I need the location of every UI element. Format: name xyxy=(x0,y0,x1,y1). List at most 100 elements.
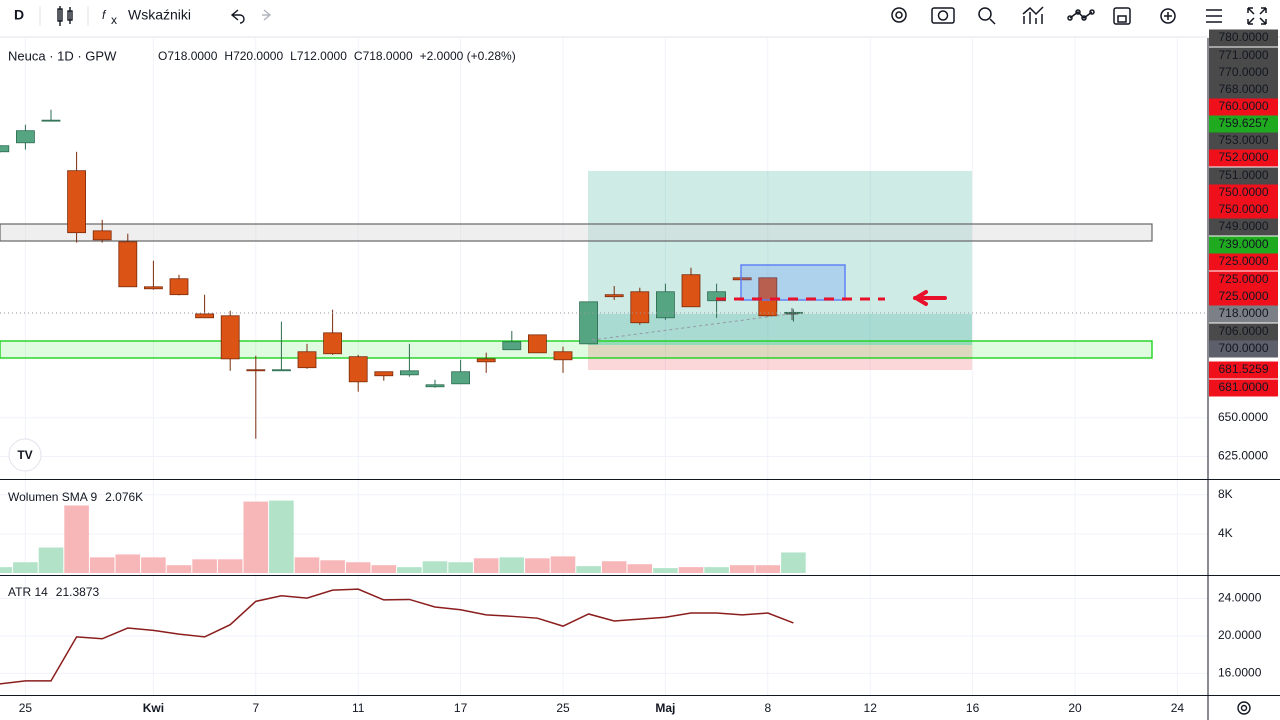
candle-body xyxy=(451,371,471,385)
price-badge-label: 768.0000 xyxy=(1218,82,1268,96)
tv-logo: TV xyxy=(8,438,42,472)
y-tick-label: 20.0000 xyxy=(1218,628,1262,642)
save-button[interactable] xyxy=(1113,7,1131,25)
candle-body xyxy=(528,334,547,354)
long-position-profit xyxy=(588,314,972,345)
volume-bar xyxy=(243,501,269,573)
redo-button[interactable] xyxy=(262,9,272,21)
pane-title: ATR 14 xyxy=(8,585,48,599)
price-badge-label: 752.0000 xyxy=(1218,150,1268,164)
ohlc-key: H xyxy=(224,49,233,63)
price-badge-label: 749.0000 xyxy=(1218,219,1268,233)
drawings xyxy=(0,171,1153,370)
ohlc-value: 712.0000 xyxy=(297,49,347,63)
candle-body xyxy=(246,369,266,372)
crosshair xyxy=(786,308,798,320)
candle-body xyxy=(630,291,650,324)
x-tick-label: Kwi xyxy=(143,701,164,715)
undo-button[interactable] xyxy=(230,9,245,24)
long-position-target[interactable] xyxy=(588,171,972,314)
price-badge xyxy=(1209,132,1278,150)
volume-bar xyxy=(550,556,576,573)
fullscreen-button[interactable] xyxy=(1247,7,1267,25)
candle-body xyxy=(399,370,419,376)
price-badge-label: 750.0000 xyxy=(1218,185,1268,199)
price-badge xyxy=(1209,47,1278,65)
candle-body xyxy=(553,351,573,361)
alerts-chart-button[interactable] xyxy=(1069,11,1093,19)
y-tick-label: 16.0000 xyxy=(1218,666,1262,680)
x-tick-label: 17 xyxy=(454,701,468,715)
candle-body xyxy=(271,369,291,372)
price-badge-label: 759.6257 xyxy=(1218,116,1268,130)
volume-bar xyxy=(89,557,115,573)
series xyxy=(0,109,806,685)
candle-body xyxy=(195,313,215,319)
symbol-title[interactable]: Neuca · 1D · GPW xyxy=(8,48,117,63)
volume-bar xyxy=(448,562,473,573)
search-button[interactable] xyxy=(978,7,992,21)
y-tick-label: 4K xyxy=(1218,526,1233,540)
price-badge-label: 718.0000 xyxy=(1218,306,1268,320)
price-badge xyxy=(1209,288,1278,306)
y-tick-label: 650.0000 xyxy=(1218,410,1268,424)
x-tick-label: 12 xyxy=(864,701,878,715)
snapshot-button[interactable] xyxy=(931,7,955,24)
object-tree-button[interactable] xyxy=(1206,9,1222,23)
volume-bar xyxy=(141,557,166,573)
volume-bar xyxy=(345,562,371,573)
candle-body xyxy=(681,274,701,308)
arrow[interactable] xyxy=(913,290,947,306)
price-badge xyxy=(1209,201,1278,219)
volume-bar xyxy=(781,552,806,573)
candle-body xyxy=(732,277,752,281)
y-tick-label: 24.0000 xyxy=(1218,591,1262,605)
volume-bar xyxy=(38,547,64,573)
candle-body xyxy=(67,170,86,234)
toolbar-bg xyxy=(0,0,1280,32)
settings-button[interactable] xyxy=(891,7,907,23)
candle-body xyxy=(41,119,61,122)
volume-bar xyxy=(678,567,704,573)
chart-type-button[interactable] xyxy=(57,6,73,26)
volume-bar xyxy=(397,567,422,573)
x-tick-label: 25 xyxy=(556,701,570,715)
candle-body xyxy=(656,291,675,319)
indicators-button[interactable]: Wskaźniki xyxy=(128,7,191,23)
volume-bar xyxy=(320,560,345,573)
range-box[interactable] xyxy=(740,264,846,301)
candle-body xyxy=(297,351,317,369)
price-badge xyxy=(1209,361,1278,379)
price-badge-label: 681.5259 xyxy=(1218,362,1268,376)
price-badge xyxy=(1209,271,1278,289)
settings-gear[interactable] xyxy=(1237,701,1251,715)
volume-bar xyxy=(525,558,550,573)
drawings-top xyxy=(0,264,1208,341)
price-badge xyxy=(1209,305,1278,323)
x-tick-label: 25 xyxy=(19,701,33,715)
price-badge xyxy=(1209,29,1278,47)
support-zone[interactable] xyxy=(0,340,1153,359)
price-badge-label: 750.0000 xyxy=(1218,202,1268,216)
volume-bar xyxy=(704,567,729,573)
price-badge xyxy=(1209,64,1278,82)
indicators-icon[interactable]: f xyxy=(102,8,107,22)
candle-body xyxy=(374,371,394,377)
candle-body xyxy=(92,230,112,241)
alert-button[interactable] xyxy=(1160,8,1176,24)
resistance-zone[interactable] xyxy=(0,223,1153,242)
price-badge-label: 725.0000 xyxy=(1218,254,1268,268)
candle-body xyxy=(476,358,496,363)
volume-bar xyxy=(115,554,141,573)
candle-body xyxy=(784,311,803,314)
ohlc-value: 720.0000 xyxy=(233,49,283,63)
ohlc-value: 718.0000 xyxy=(167,49,217,63)
svg-text:TV: TV xyxy=(17,448,32,462)
interval-button[interactable]: D xyxy=(14,7,24,23)
compare-button[interactable] xyxy=(1022,6,1044,24)
candle-body xyxy=(425,384,445,388)
price-badge-label: 770.0000 xyxy=(1218,65,1268,79)
volume-bar xyxy=(192,559,217,573)
